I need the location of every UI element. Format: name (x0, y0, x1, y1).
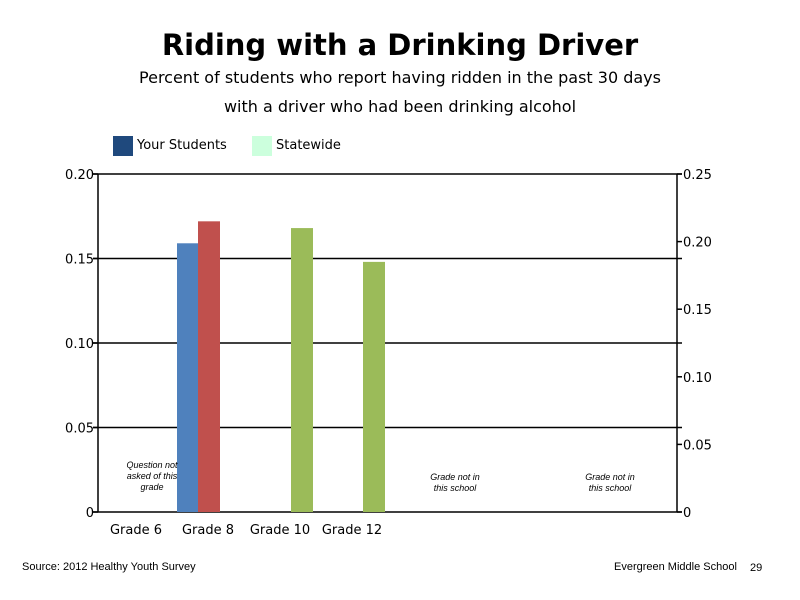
left-tick-label-3: 0.15 (65, 253, 94, 268)
annotation-2-line-0: Grade not in (585, 472, 635, 482)
category-label-grade-10: Grade 10 (250, 523, 310, 538)
bar-grade-8-0 (177, 243, 198, 513)
annotation-2: Grade not in this school (585, 472, 635, 493)
category-label-grade-8: Grade 8 (182, 523, 234, 538)
category-label-grade-12: Grade 12 (322, 523, 382, 538)
school-name: Evergreen Middle School (614, 561, 737, 573)
annotation-0-line-1: asked of this (127, 471, 178, 481)
right-tick-label-5: 0.25 (683, 168, 712, 183)
legend-label-your-students: Your Students (137, 138, 227, 153)
source-note: Source: 2012 Healthy Youth Survey (22, 561, 196, 573)
right-tick-label-4: 0.20 (683, 236, 712, 251)
legend-label-statewide: Statewide (276, 138, 341, 153)
annotation-0-line-2: grade (140, 482, 163, 492)
annotation-1-line-1: this school (434, 483, 478, 493)
left-tick-label-0: 0 (86, 506, 94, 521)
legend-swatch-your-students (113, 136, 133, 156)
chart-subtitle-line-1: Percent of students who report having ri… (139, 68, 661, 87)
page-number: 29 (750, 562, 763, 574)
annotation-2-line-1: this school (589, 483, 633, 493)
chart-subtitle-line-2: with a driver who had been drinking alco… (223, 97, 577, 116)
left-tick-label-1: 0.05 (65, 422, 94, 437)
bar-grade-8-1 (198, 221, 220, 512)
right-tick-label-2: 0.10 (683, 371, 712, 386)
annotation-0: Question not asked of this grade (126, 460, 178, 492)
left-tick-label-4: 0.20 (65, 168, 94, 183)
right-tick-label-3: 0.15 (683, 303, 712, 318)
bar-grade-12-3 (363, 261, 385, 512)
bar-grade-10-2 (291, 228, 313, 512)
bar-chart: 0 0.05 0.10 0.15 0.20 0 0.05 0.10 0.15 0.20 0.25 Gr… (65, 168, 712, 538)
chart-title: Riding with a Drinking Driver (161, 28, 639, 62)
annotation-1-line-0: Grade not in (430, 472, 480, 482)
right-tick-label-0: 0 (683, 506, 691, 521)
category-label-grade-6: Grade 6 (110, 523, 162, 538)
annotation-1: Grade not in this school (430, 472, 480, 493)
left-tick-label-2: 0.10 (65, 337, 94, 352)
annotation-0-line-0: Question not (126, 460, 178, 470)
right-tick-label-1: 0.05 (683, 438, 712, 453)
legend-swatch-statewide (252, 136, 272, 156)
